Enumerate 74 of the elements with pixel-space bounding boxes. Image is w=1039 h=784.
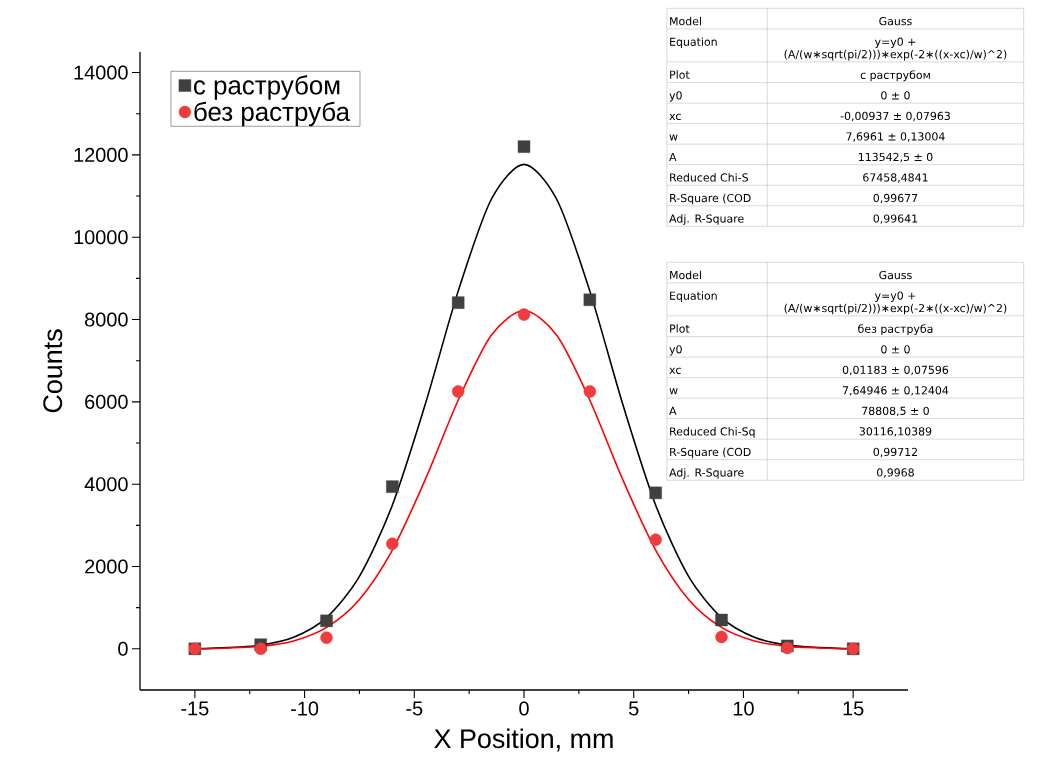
annotation: 78808,5 ± 0 [862,406,929,417]
y-tick-label: 2000 [85,559,128,574]
point [649,486,662,500]
x-tick-label: -15 [181,701,209,716]
annotation: 0,99712 [873,447,918,458]
annotation: y0 [669,345,682,356]
y-tick-label: 0 [118,641,128,656]
annotation: Plot [670,324,690,333]
x-tick-label: 5 [628,701,639,716]
point [715,613,728,627]
annotation: 30116,10389 [859,427,932,437]
annotation: 113542,5 ± 0 [858,152,933,163]
point [715,630,728,644]
annotation: Model [670,270,701,280]
legend-label: без раструба [194,101,350,127]
annotation: Reduced Chi-Sq [670,427,755,438]
point [451,296,465,309]
annotation: xc [669,113,681,121]
y-tick-label: 14000 [74,65,128,80]
annotation: Plot [670,70,690,79]
y-tick-label: 6000 [85,394,128,409]
annotation: 7,64946 ± 0,12404 [842,386,949,396]
annotation: y0 [669,91,682,102]
legend-label: с раструбом [194,75,340,100]
annotation: -0,00937 ± 0,07963 [840,111,950,122]
text: Model [670,16,701,26]
text: Gauss [879,17,912,26]
point [320,614,333,628]
annotation: 0,9968 [877,468,914,478]
annotation: w [669,388,678,395]
annotation: A [669,406,677,415]
text: Equation [670,37,717,48]
annotation: Adj. R-Square [669,468,744,479]
point [386,537,399,551]
x-axis-title: X Position, mm [434,728,613,752]
y-axis-title: Counts [43,329,63,413]
annotation: с раструбом [860,70,930,82]
y-tick-label: 4000 [84,477,128,492]
annotation: 7,6961 ± 0,13004 [846,132,945,142]
x-tick-label: 0 [519,701,529,716]
annotation: A [669,152,677,161]
annotation: y=y0 + (A/(w∗sqrt(pi/2)))∗exp(-2∗((x-xc)/w)^2) [784,291,1007,315]
x-tick-label: -10 [291,701,319,716]
annotation: w [669,134,678,141]
point [386,480,399,493]
x-tick-label: -5 [406,701,423,716]
x-tick-label: 15 [843,701,864,716]
point [649,533,662,546]
annotation: 0,99677 [873,193,918,204]
annotation: 0 ± 0 [881,345,910,354]
point [254,642,267,656]
annotation: Adj. R-Square [669,214,744,225]
annotation: 67458,4841 [863,173,928,183]
y-tick-label: 12000 [74,147,128,162]
annotation: y=y0 + (A/(w∗sqrt(pi/2)))∗exp(-2∗((x-xc)/w)^2) [784,37,1007,61]
point [583,293,597,306]
y-tick-label: 10000 [74,230,128,245]
annotation: xc [669,367,681,374]
point [583,385,597,398]
annotation: Equation [670,291,717,302]
annotation: Gauss [879,270,912,280]
annotation: 0,99641 [873,214,918,224]
annotation: R-Square (COD [670,447,751,459]
point [320,631,333,644]
annotation: R-Square (COD [670,193,751,205]
y-tick-label: 8000 [85,312,128,327]
x-tick-label: 10 [733,701,754,716]
point [517,308,531,321]
annotation: 0,01183 ± 0,07596 [842,365,949,376]
point [517,140,531,153]
annotation: без раструба [858,324,933,336]
point [451,385,465,398]
annotation: Reduced Chi-S [670,173,748,182]
annotation: 0 ± 0 [881,91,910,100]
